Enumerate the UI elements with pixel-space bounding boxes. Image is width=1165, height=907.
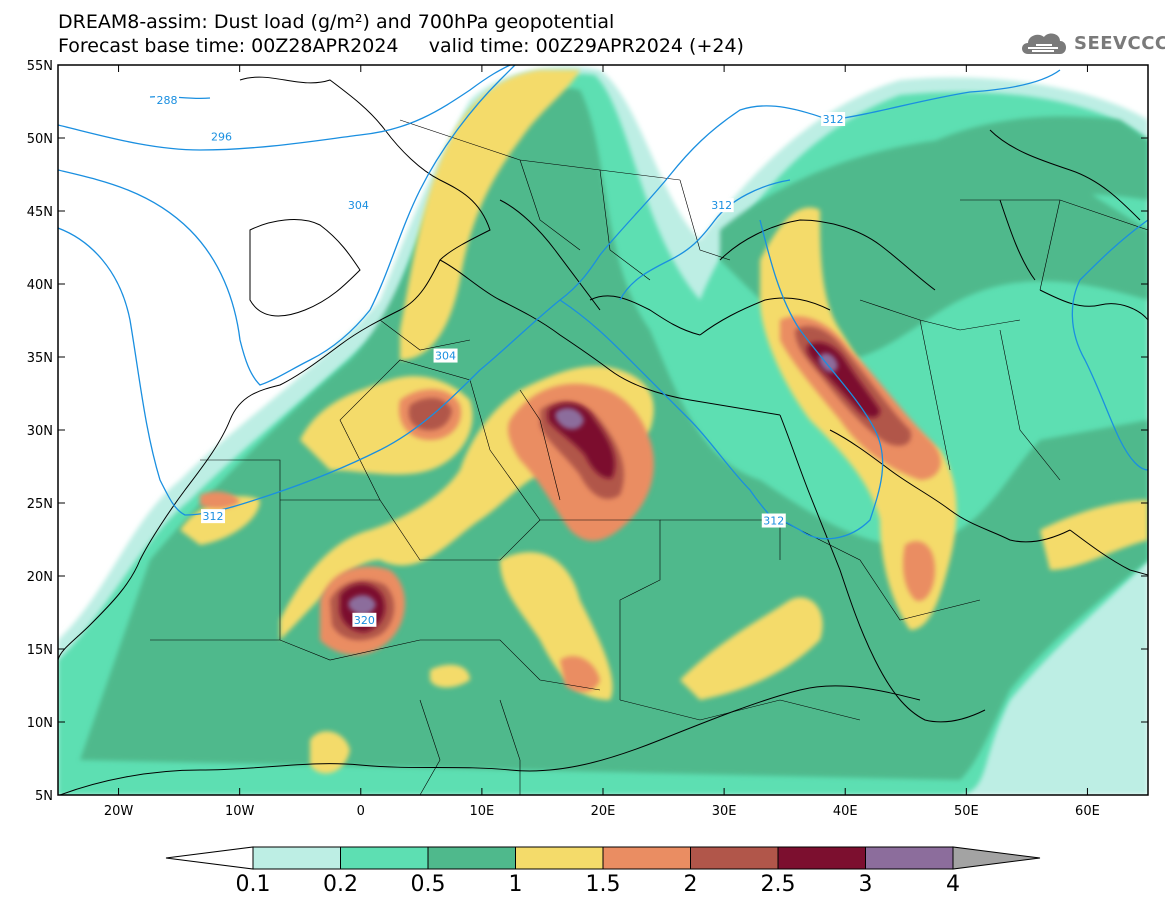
contour-label: 288 bbox=[155, 93, 179, 108]
lat-label: 40N bbox=[27, 278, 53, 293]
contour-label: 312 bbox=[821, 112, 846, 127]
dust-field-3 bbox=[348, 353, 838, 615]
colorbar-tick-label: 2.5 bbox=[761, 872, 796, 897]
lon-label: 40E bbox=[833, 804, 858, 819]
contour-label-bg bbox=[352, 612, 377, 627]
contour-label-bg bbox=[209, 129, 234, 144]
contour-label-bg bbox=[821, 112, 846, 127]
contour-label: 304 bbox=[433, 348, 458, 363]
lat-label: 5N bbox=[35, 789, 53, 804]
country-borders bbox=[150, 119, 1148, 795]
lon-label: 20W bbox=[104, 804, 134, 819]
dust-fields bbox=[58, 66, 1148, 795]
lat-label: 55N bbox=[27, 59, 53, 74]
lon-label: 20E bbox=[591, 804, 616, 819]
colorbar-tick-label: 1.5 bbox=[586, 872, 621, 897]
lat-label: 20N bbox=[27, 570, 53, 585]
coastlines bbox=[58, 76, 1148, 795]
contour-label: 320 bbox=[352, 612, 377, 627]
contour-label-text: 312 bbox=[203, 510, 224, 523]
contour-label-text: 312 bbox=[763, 515, 784, 528]
map-title-line1: DREAM8-assim: Dust load (g/m²) and 700hP… bbox=[58, 11, 615, 33]
contour-label-bg bbox=[155, 93, 179, 108]
colorbar-tick-label: 4 bbox=[946, 872, 960, 897]
colorbar-tick-label: 3 bbox=[859, 872, 873, 897]
colorbar-segment bbox=[252, 846, 341, 870]
lat-label: 10N bbox=[27, 716, 53, 731]
colorbar-arrow-left bbox=[165, 846, 254, 870]
colorbar-tick-label: 2 bbox=[684, 872, 698, 897]
contour-label-bg bbox=[709, 198, 734, 213]
contour-labels: 288 296 304 304 312 312 312 312 320 bbox=[155, 93, 846, 627]
colorbar-segment bbox=[515, 846, 604, 870]
colorbar-segment bbox=[427, 846, 516, 870]
contour-label-bg bbox=[346, 198, 371, 213]
contour-label-text: 288 bbox=[157, 94, 178, 107]
colorbar-segment bbox=[340, 846, 429, 870]
lon-label: 10E bbox=[470, 804, 495, 819]
lat-label: 30N bbox=[27, 424, 53, 439]
contour-label: 296 bbox=[209, 129, 234, 144]
contour-label: 312 bbox=[201, 509, 226, 524]
contour-label-bg bbox=[761, 513, 786, 528]
contour-label-text: 312 bbox=[711, 199, 732, 212]
lon-label: 60E bbox=[1075, 804, 1100, 819]
contour-label-bg bbox=[201, 509, 226, 524]
contour-label-text: 304 bbox=[435, 350, 456, 363]
colorbar-arrow-right bbox=[952, 846, 1041, 870]
colorbar-tick-label: 0.5 bbox=[411, 872, 446, 897]
lon-label: 30E bbox=[712, 804, 737, 819]
colorbar-segment bbox=[690, 846, 779, 870]
colorbar: 0.1 0.2 0.5 1 1.5 2 2.5 3 4 bbox=[165, 846, 1041, 897]
contour-label-text: 304 bbox=[348, 199, 369, 212]
contour-label-bg bbox=[433, 348, 458, 363]
contour-label-text: 296 bbox=[211, 131, 232, 144]
map-title-line2: Forecast base time: 00Z28APR2024 valid t… bbox=[58, 35, 744, 57]
lat-label: 15N bbox=[27, 643, 53, 658]
colorbar-segment bbox=[865, 846, 954, 870]
contour-label: 304 bbox=[346, 198, 371, 213]
colorbar-tick-label: 0.1 bbox=[236, 872, 271, 897]
contour-label-text: 312 bbox=[823, 113, 844, 126]
lat-label: 25N bbox=[27, 497, 53, 512]
contour-label: 312 bbox=[709, 198, 734, 213]
map-axes: 55N 50N 45N 40N 35N 30N 25N 20N 15N 10N 5N 20W 10W 0 1… bbox=[27, 59, 1148, 819]
contour-label-text: 320 bbox=[354, 614, 375, 627]
lat-label: 50N bbox=[27, 132, 53, 147]
lon-label: 10W bbox=[225, 804, 255, 819]
colorbar-segment bbox=[777, 846, 866, 870]
lat-label: 45N bbox=[27, 205, 53, 220]
cloud-logo-icon bbox=[1022, 33, 1066, 54]
lon-label: 50E bbox=[954, 804, 979, 819]
colorbar-tick-label: 1 bbox=[509, 872, 523, 897]
seevccc-logo: SEEVCCC bbox=[1018, 28, 1165, 58]
colorbar-tick-label: 0.2 bbox=[323, 872, 358, 897]
colorbar-segment bbox=[602, 846, 691, 870]
lat-label: 35N bbox=[27, 351, 53, 366]
logo-text: SEEVCCC bbox=[1074, 32, 1165, 54]
lon-label: 0 bbox=[357, 804, 365, 819]
contour-label: 312 bbox=[761, 513, 786, 528]
